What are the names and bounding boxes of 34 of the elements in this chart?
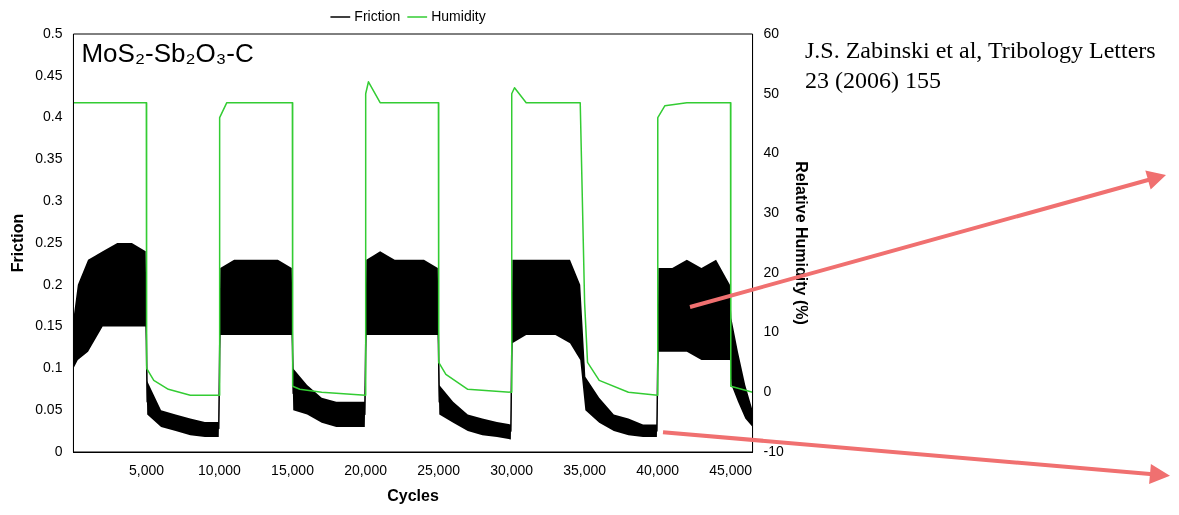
- x-tick-label: 10,000: [198, 462, 242, 479]
- y2-tick-label: -10: [763, 442, 785, 459]
- x-tick-label: 20,000: [344, 462, 388, 479]
- y-tick-label: 0.45: [35, 66, 63, 83]
- legend-label: Humidity: [431, 7, 486, 24]
- y-tick-label: 0.15: [35, 317, 63, 334]
- y2-tick-label: 20: [763, 263, 780, 280]
- legend-label: Friction: [354, 7, 401, 24]
- y-tick-label: 0.05: [35, 401, 63, 418]
- x-tick-label: 25,000: [417, 462, 461, 479]
- x-tick-label: 15,000: [271, 462, 315, 479]
- y2-tick-label: 0: [763, 383, 772, 400]
- y-axis-title: Friction: [9, 213, 27, 273]
- y-tick-label: 0: [54, 442, 63, 459]
- y2-tick-label: 60: [763, 24, 780, 41]
- x-tick-label: 5,000: [128, 462, 165, 479]
- x-tick-label: 35,000: [563, 462, 607, 479]
- y2-tick-label: 50: [763, 84, 780, 101]
- y-tick-label: 0.25: [35, 233, 63, 250]
- x-axis-title: Cycles: [387, 486, 439, 504]
- y-tick-label: 0.35: [35, 150, 63, 167]
- y-tick-label: 0.2: [42, 275, 63, 292]
- y2-tick-label: 40: [763, 144, 780, 161]
- x-tick-label: 30,000: [490, 462, 534, 479]
- y-tick-label: 0.5: [42, 24, 63, 41]
- x-tick-label: 40,000: [636, 462, 680, 479]
- annotation: MoS₂-Sb₂O₃-C: [81, 38, 254, 69]
- y2-tick-label: 10: [763, 323, 780, 340]
- y2-tick-label: 30: [763, 204, 780, 220]
- text: J.S. Zabinski et al, Tribology Letters 23 (2006) 155: [805, 37, 1156, 94]
- x-tick-label: 45,000: [709, 462, 753, 479]
- y-tick-label: 0.3: [42, 192, 63, 209]
- y-tick-label: 0.4: [42, 108, 63, 125]
- y-tick-label: 0.1: [42, 359, 63, 376]
